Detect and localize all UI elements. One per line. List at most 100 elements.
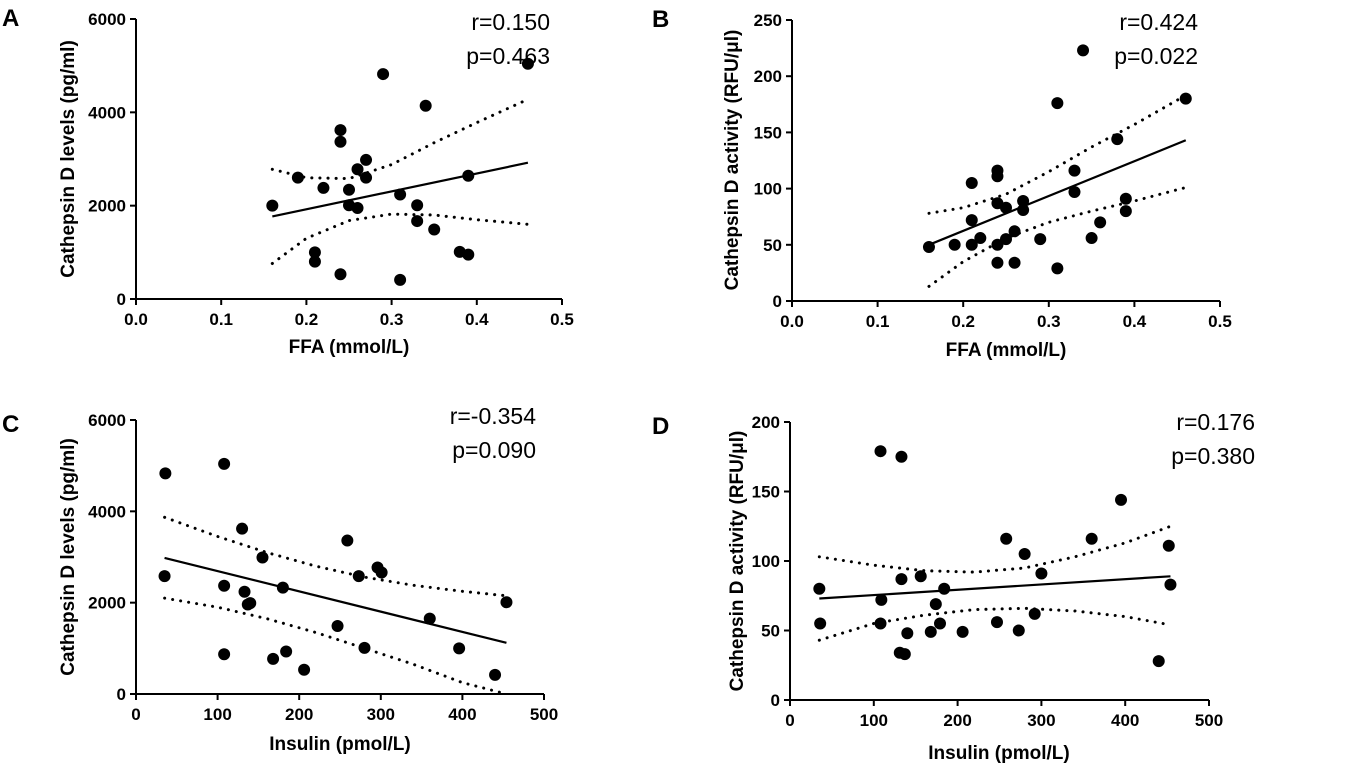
data-point bbox=[874, 617, 887, 630]
data-point bbox=[875, 593, 888, 606]
correlation-r: r=0.176 bbox=[1176, 409, 1255, 435]
x-axis-title: Insulin (pmol/L) bbox=[928, 743, 1069, 764]
x-tick-label: 0.3 bbox=[380, 310, 404, 329]
ci-upper-band bbox=[270, 97, 530, 181]
data-point bbox=[1085, 232, 1098, 245]
panel-letter: C bbox=[2, 411, 19, 438]
y-tick-label: 0 bbox=[117, 685, 126, 704]
y-tick-label: 200 bbox=[752, 413, 780, 432]
y-tick-label: 0 bbox=[117, 290, 126, 309]
data-point bbox=[1085, 532, 1098, 545]
x-axis-title: FFA (mmol/L) bbox=[946, 340, 1067, 361]
x-axis-title: FFA (mmol/L) bbox=[289, 337, 410, 358]
data-point bbox=[238, 585, 251, 598]
x-tick-label: 0 bbox=[131, 705, 140, 724]
panel-c: C 0 100 200 300 400 500 0 2000 4000 6000 Insulin (p… bbox=[2, 403, 558, 755]
data-point bbox=[813, 582, 826, 595]
data-point bbox=[1012, 624, 1025, 637]
data-point bbox=[965, 238, 978, 251]
y-axis-title: Cathepsin D levels (pg/ml) bbox=[58, 438, 79, 676]
regression-line bbox=[819, 575, 1171, 600]
data-point bbox=[914, 570, 927, 583]
panel-letter: D bbox=[652, 413, 669, 440]
data-point bbox=[1179, 92, 1192, 105]
x-tick-label: 100 bbox=[203, 705, 231, 724]
data-point bbox=[308, 255, 321, 268]
data-point bbox=[334, 135, 347, 148]
data-point bbox=[411, 199, 424, 212]
regression-line bbox=[164, 556, 507, 644]
data-point bbox=[218, 457, 231, 470]
data-point bbox=[1119, 205, 1132, 218]
x-tick-label: 0.1 bbox=[866, 312, 890, 331]
data-point bbox=[948, 238, 961, 251]
x-tick-label: 400 bbox=[1111, 711, 1139, 730]
data-point bbox=[428, 223, 441, 236]
panel-d: D 0 100 200 300 400 500 0 50 100 150 200 Insulin (pm… bbox=[652, 409, 1255, 764]
data-point bbox=[419, 99, 432, 112]
x-axis-title: Insulin (pmol/L) bbox=[269, 734, 410, 755]
x-tick-label: 0.5 bbox=[550, 310, 574, 329]
ci-upper-band bbox=[927, 93, 1188, 215]
data-point bbox=[1162, 539, 1175, 552]
x-tick-label: 0.4 bbox=[1123, 312, 1147, 331]
data-point bbox=[1035, 567, 1048, 580]
data-point bbox=[453, 642, 466, 655]
data-point bbox=[1000, 532, 1013, 545]
data-point bbox=[1034, 233, 1047, 246]
data-point bbox=[280, 645, 293, 658]
p-value: p=0.463 bbox=[466, 43, 550, 69]
data-point bbox=[158, 570, 171, 583]
data-point bbox=[814, 617, 827, 630]
data-point bbox=[1119, 192, 1132, 205]
data-point bbox=[965, 176, 978, 189]
x-tick-label: 200 bbox=[285, 705, 313, 724]
data-point bbox=[1008, 256, 1021, 269]
y-tick-label: 50 bbox=[761, 622, 780, 641]
data-point bbox=[360, 171, 373, 184]
x-tick-label: 0.3 bbox=[1037, 312, 1061, 331]
data-point bbox=[901, 627, 914, 640]
data-point bbox=[1018, 548, 1031, 561]
data-point bbox=[298, 663, 311, 676]
data-point bbox=[965, 214, 978, 227]
x-tick-label: 0.2 bbox=[295, 310, 319, 329]
x-tick-label: 500 bbox=[1195, 711, 1223, 730]
data-point bbox=[895, 450, 908, 463]
y-tick-label: 250 bbox=[754, 11, 782, 30]
regression-line bbox=[928, 139, 1187, 246]
y-tick-label: 4000 bbox=[88, 103, 126, 122]
ci-upper-band bbox=[163, 515, 508, 598]
ci-upper-band bbox=[817, 524, 1172, 574]
data-point bbox=[159, 467, 172, 480]
data-point bbox=[236, 522, 249, 535]
x-tick-label: 500 bbox=[530, 705, 558, 724]
data-point bbox=[291, 171, 304, 184]
x-tick-label: 0.4 bbox=[465, 310, 489, 329]
data-point bbox=[934, 617, 947, 630]
panel-letter: A bbox=[2, 5, 19, 32]
x-tick-label: 0.2 bbox=[951, 312, 975, 331]
data-point bbox=[341, 534, 354, 547]
x-tick-label: 0 bbox=[785, 711, 794, 730]
x-tick-label: 0.5 bbox=[1208, 312, 1232, 331]
panel-b: B 0.0 0.1 0.2 0.3 0.4 0.5 0 50 100 150 200 250 FFA (m… bbox=[652, 6, 1232, 361]
x-tick-label: 0.1 bbox=[209, 310, 233, 329]
data-point bbox=[1008, 225, 1021, 238]
data-point bbox=[334, 268, 347, 281]
data-point bbox=[351, 202, 364, 214]
data-point bbox=[1000, 233, 1012, 246]
y-axis-title: Cathepsin D activity (RFU/μl) bbox=[727, 431, 748, 692]
data-point bbox=[377, 68, 390, 81]
data-point bbox=[1111, 133, 1124, 146]
y-axis-title: Cathepsin D levels (pg/ml) bbox=[58, 40, 79, 278]
ci-lower-band bbox=[927, 186, 1188, 288]
x-tick-label: 300 bbox=[1027, 711, 1055, 730]
y-tick-label: 50 bbox=[763, 236, 782, 255]
data-point bbox=[1017, 203, 1030, 216]
data-point bbox=[423, 612, 436, 625]
correlation-r: r=-0.354 bbox=[450, 403, 537, 429]
data-point bbox=[521, 57, 534, 70]
data-point bbox=[1028, 607, 1041, 620]
y-tick-label: 100 bbox=[754, 180, 782, 199]
